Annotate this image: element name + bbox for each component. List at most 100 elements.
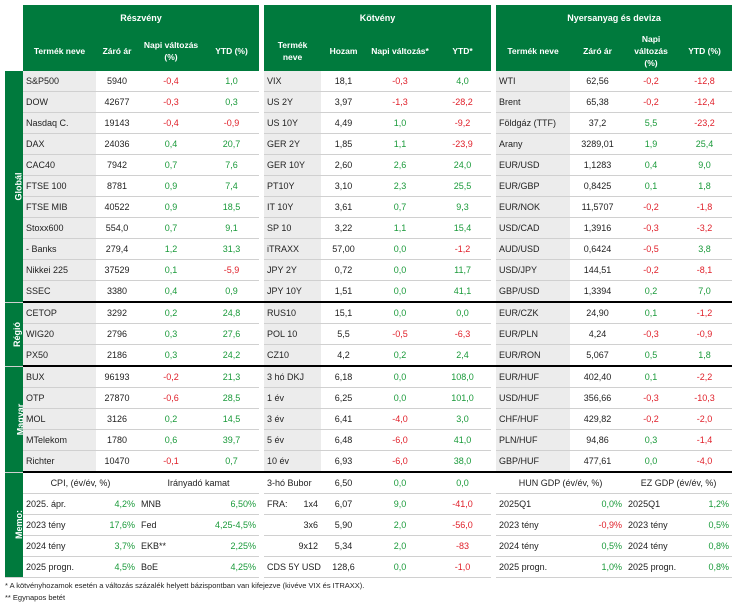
table-row: PX50 2186 0,3 24,2 CZ10 4,2 0,2 2,4 EUR/RON 5,067…	[5, 344, 732, 367]
memo-item: 2025Q1	[625, 493, 678, 515]
daily-change: 0,9	[138, 175, 204, 197]
memo-value: 4,25%	[204, 556, 260, 578]
fra-item: FRA: 1x4	[264, 493, 322, 515]
close-value: 0,72	[321, 259, 367, 281]
bubor-item: 3-hó Bubor	[264, 472, 322, 494]
product-name: EUR/USD	[496, 154, 571, 176]
memo-item: MNB	[138, 493, 204, 515]
group-label: Régió	[5, 302, 23, 367]
rate-header: Irányadó kamat	[138, 472, 260, 494]
col-head: YTD*	[434, 31, 492, 71]
close-value: 18,1	[321, 71, 367, 92]
ytd-change: 38,0	[434, 450, 492, 473]
ytd-change: 14,5	[204, 408, 260, 430]
ytd-change: 3,8	[677, 238, 732, 260]
close-value: 356,66	[570, 387, 626, 409]
bubor-value: 128,6	[321, 556, 367, 578]
product-name: POL 10	[264, 323, 322, 345]
memo-label: Memo:	[5, 472, 23, 578]
data-table: Részvény Kötvény Nyersanyag és deviza Te…	[5, 5, 732, 578]
product-name: 3 hó DKJ	[264, 366, 322, 388]
table-row: OTP 27870 -0,6 28,5 1 év 6,25 0,0 101,0 USD/HUF 3…	[5, 387, 732, 409]
bubor-value: 6,50	[321, 472, 367, 494]
product-name: Földgáz (TTF)	[496, 112, 571, 134]
ytd-change: 0,0	[434, 302, 492, 324]
product-name: WIG20	[23, 323, 96, 345]
close-value: 62,56	[570, 71, 626, 92]
ytd-change: -1,4	[677, 429, 732, 451]
daily-change: 0,0	[366, 238, 435, 260]
ytd-change: 39,7	[204, 429, 260, 451]
footnote: * A kötvényhozamok esetén a változás szá…	[5, 581, 365, 590]
table-row: Nikkei 225 37529 0,1 -5,9 JPY 2Y 0,72 0,0 11,7 U…	[5, 259, 732, 281]
market-summary-table: Részvény Kötvény Nyersanyag és deviza Te…	[5, 5, 732, 604]
ytd-change: -28,2	[434, 91, 492, 113]
memo-item: 2024 tény	[23, 535, 96, 557]
daily-change: 0,3	[138, 323, 204, 345]
bubor-change: 0,0	[366, 472, 435, 494]
ytd-change: -6,3	[434, 323, 492, 345]
table-row: WIG20 2796 0,3 27,6 POL 10 5,5 -0,5 -6,3 EUR/PLN…	[5, 323, 732, 345]
product-name: USD/JPY	[496, 259, 571, 281]
col-head: Záró ár	[96, 31, 138, 71]
product-name: AUD/USD	[496, 238, 571, 260]
group-label-text: Régió	[12, 321, 23, 347]
ytd-change: -0,9	[204, 112, 260, 134]
memo-value: 4,5%	[96, 556, 138, 578]
daily-change: 0,3	[138, 344, 204, 367]
daily-change: 0,1	[625, 302, 678, 324]
table-row: Régió CETOP 3292 0,2 24,8 RUS10 15,1 0,0 0,0 EUR/…	[5, 302, 732, 367]
ytd-change: 101,0	[434, 387, 492, 409]
daily-change: -0,3	[625, 387, 678, 409]
product-name: SP 10	[264, 217, 322, 239]
memo-item: 2025. ápr.	[23, 493, 96, 515]
product-name: S&P500	[23, 71, 96, 92]
product-name: OTP	[23, 387, 96, 409]
bubor-value: 6,07	[321, 493, 367, 515]
memo-item: 2024 tény	[496, 535, 571, 557]
close-value: 10470	[96, 450, 138, 473]
bubor-ytd: -41,0	[434, 493, 492, 515]
close-value: 5940	[96, 71, 138, 92]
product-name: EUR/PLN	[496, 323, 571, 345]
close-value: 19143	[96, 112, 138, 134]
memo-value: 1,0%	[570, 556, 626, 578]
ytd-change: 25,5	[434, 175, 492, 197]
close-value: 8781	[96, 175, 138, 197]
group-label-text: Globál	[13, 172, 23, 201]
ytd-change: -2,2	[677, 366, 732, 388]
product-name: FTSE MIB	[23, 196, 96, 218]
col-head: YTD (%)	[677, 31, 732, 71]
ytd-change: -23,9	[434, 133, 492, 155]
bubor-ytd: 0,0	[434, 472, 492, 494]
ytd-change: 24,0	[434, 154, 492, 176]
corner-cell	[5, 5, 23, 31]
product-name: GER 10Y	[264, 154, 322, 176]
close-value: 1,1283	[570, 154, 626, 176]
close-value: 554,0	[96, 217, 138, 239]
memo-item: 2023 tény	[625, 514, 678, 536]
close-value: 2186	[96, 344, 138, 367]
product-name: PX50	[23, 344, 96, 367]
col-head: Napi változás (%)	[138, 31, 204, 71]
table-row: Stoxx600 554,0 0,7 9,1 SP 10 3,22 1,1 15,4 USD/C…	[5, 217, 732, 239]
daily-change: 0,2	[625, 280, 678, 303]
close-value: 24036	[96, 133, 138, 155]
daily-change: -0,4	[138, 112, 204, 134]
product-name: IT 10Y	[264, 196, 322, 218]
memo-item: BoE	[138, 556, 204, 578]
close-value: 4,49	[321, 112, 367, 134]
close-value: 6,41	[321, 408, 367, 430]
group-label: Magyar	[5, 366, 23, 473]
group-label: Globál	[5, 71, 23, 303]
table-row: Nasdaq C. 19143 -0,4 -0,9 US 10Y 4,49 1,0 -9,2 F…	[5, 112, 732, 134]
ytd-change: -10,3	[677, 387, 732, 409]
col-head: Napi változás (%)	[625, 31, 678, 71]
ytd-change: -23,2	[677, 112, 732, 134]
product-name: GBP/USD	[496, 280, 571, 303]
close-value: 477,61	[570, 450, 626, 473]
bubor-ytd: -1,0	[434, 556, 492, 578]
daily-change: 0,2	[138, 302, 204, 324]
close-value: 4,24	[570, 323, 626, 345]
bubor-value: 5,34	[321, 535, 367, 557]
